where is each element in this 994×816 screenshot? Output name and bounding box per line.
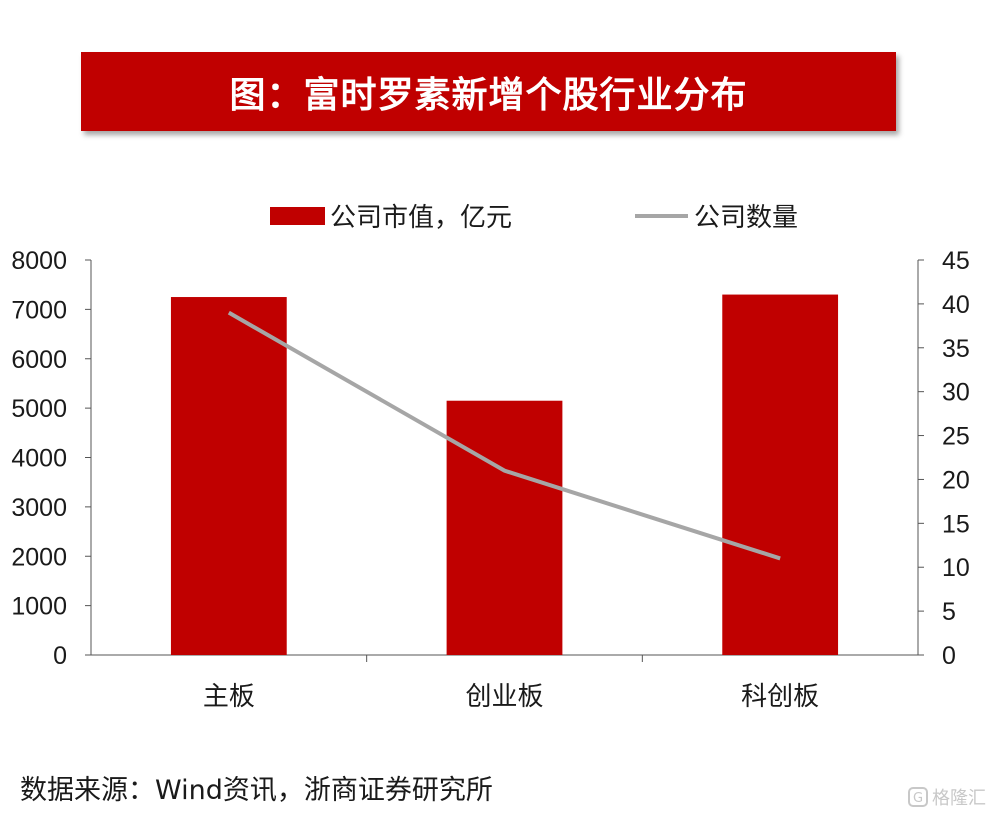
watermark-text: 格隆汇 bbox=[932, 788, 986, 809]
y2-tick-label: 5 bbox=[942, 598, 956, 626]
y-tick-label: 6000 bbox=[11, 346, 67, 374]
y2-tick-label: 30 bbox=[942, 379, 970, 407]
y2-tick-label: 40 bbox=[942, 291, 970, 319]
x-category-label: 科创板 bbox=[741, 682, 819, 712]
y-tick-label: 7000 bbox=[11, 296, 67, 324]
y-tick-label: 4000 bbox=[11, 445, 67, 473]
chart-title: 图：富时罗素新增个股行业分布 bbox=[229, 74, 748, 116]
y2-tick-label: 0 bbox=[942, 642, 956, 670]
y-tick-label: 8000 bbox=[11, 247, 67, 275]
x-category-label: 主板 bbox=[203, 682, 255, 712]
y2-tick-label: 10 bbox=[942, 554, 970, 582]
y-tick-label: 3000 bbox=[11, 494, 67, 522]
legend-bar-swatch bbox=[270, 207, 325, 225]
line-series-count bbox=[227, 310, 781, 561]
title-banner: 图：富时罗素新增个股行业分布 bbox=[81, 52, 896, 131]
bar bbox=[722, 294, 839, 655]
y-tick-label: 1000 bbox=[11, 593, 67, 621]
watermark: G 格隆汇 bbox=[908, 784, 986, 810]
watermark-logo-icon: G bbox=[908, 787, 928, 807]
x-category-label: 创业板 bbox=[465, 682, 543, 712]
y2-tick-label: 35 bbox=[942, 335, 970, 363]
legend-label-count: 公司数量 bbox=[694, 203, 798, 233]
y2-tick-label: 15 bbox=[942, 510, 970, 538]
y-tick-label: 0 bbox=[53, 642, 67, 670]
legend-label-market-cap: 公司市值，亿元 bbox=[330, 203, 512, 233]
y-tick-label: 5000 bbox=[11, 395, 67, 423]
bar bbox=[446, 400, 563, 655]
y2-tick-label: 20 bbox=[942, 466, 970, 494]
chart-area: 0 1000 2000 3000 4000 5000 6000 7000 8000 0 5 10 15 2… bbox=[11, 203, 970, 712]
y-tick-label: 2000 bbox=[11, 543, 67, 571]
y2-tick-label: 45 bbox=[942, 247, 970, 275]
bar bbox=[170, 297, 287, 655]
source-note: 数据来源：Wind资讯，浙商证券研究所 bbox=[20, 775, 493, 806]
y2-tick-label: 25 bbox=[942, 423, 970, 451]
